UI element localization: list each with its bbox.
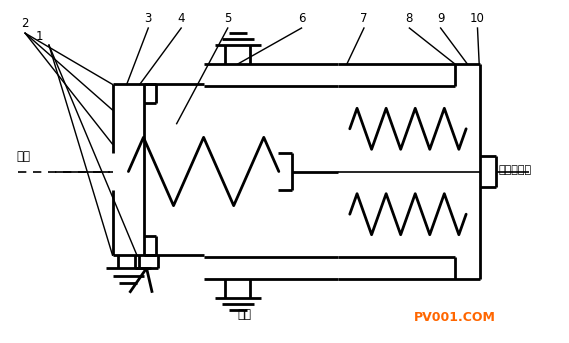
Text: 4: 4 <box>178 12 185 25</box>
Text: 3: 3 <box>145 12 152 25</box>
Text: PV001.COM: PV001.COM <box>414 310 496 323</box>
Text: 5: 5 <box>224 12 232 25</box>
Text: 出口: 出口 <box>17 150 31 163</box>
Text: 2: 2 <box>22 17 29 30</box>
Text: 1: 1 <box>35 31 43 44</box>
Text: 控制气入口: 控制气入口 <box>498 165 531 175</box>
Text: 9: 9 <box>437 12 444 25</box>
Text: 6: 6 <box>298 12 306 25</box>
Text: 8: 8 <box>406 12 413 25</box>
Text: 7: 7 <box>360 12 368 25</box>
Text: 入口: 入口 <box>238 308 251 321</box>
Text: 10: 10 <box>470 12 485 25</box>
